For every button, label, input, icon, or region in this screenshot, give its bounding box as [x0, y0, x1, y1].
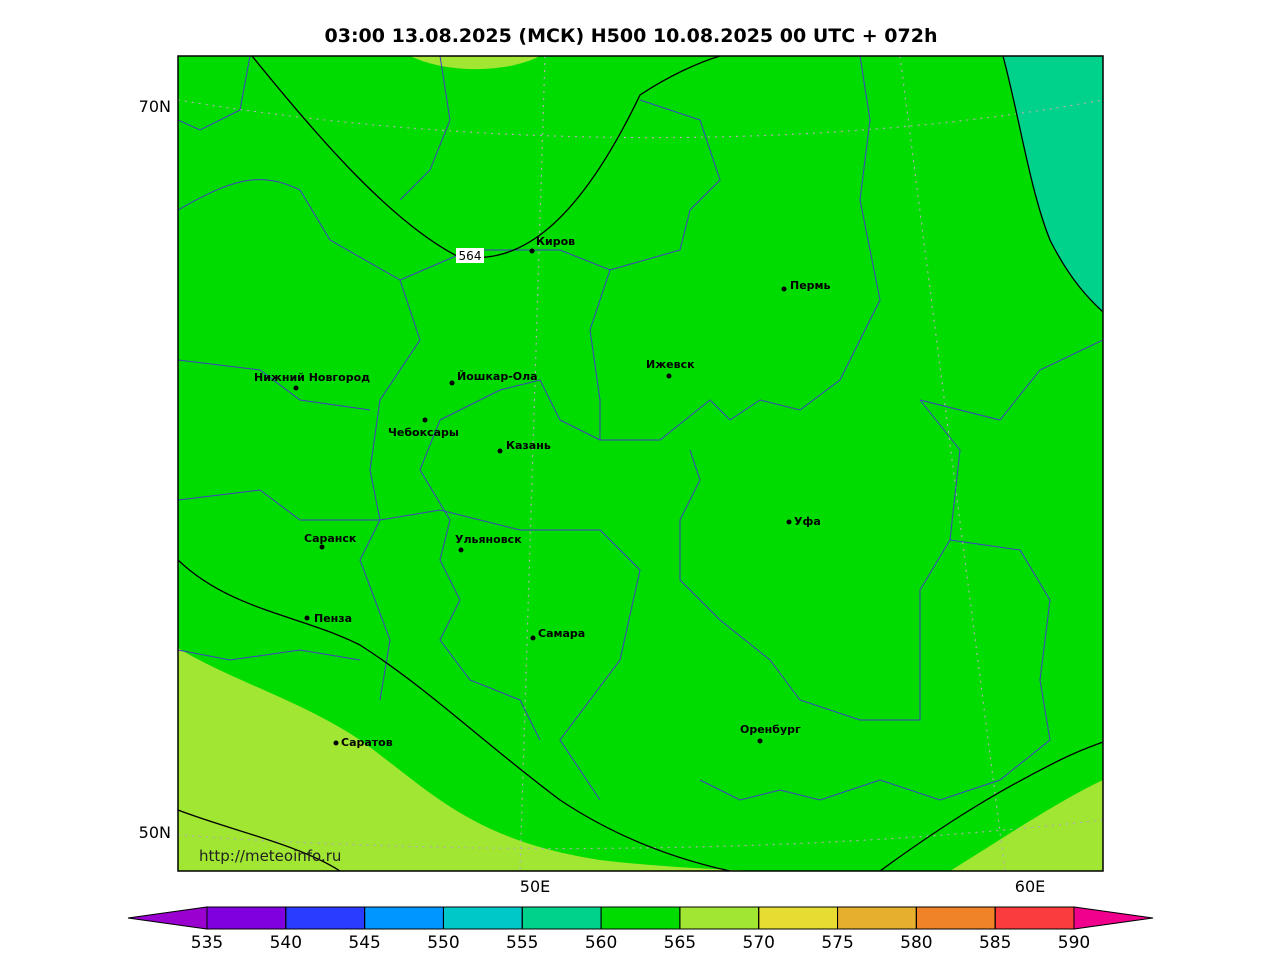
colorbar-label: 545 [348, 933, 380, 953]
colorbar-segment [679, 906, 760, 930]
city-dot [781, 286, 787, 292]
field-555 [1003, 56, 1103, 312]
borders [178, 56, 1103, 801]
colorbar-segment [915, 906, 996, 930]
colorbar-label: 575 [821, 933, 853, 953]
city-label: Ижевск [646, 358, 695, 371]
city-label: Ульяновск [455, 533, 522, 546]
source-url: http://meteoinfo.ru [199, 847, 341, 865]
city-dot [757, 738, 763, 744]
field-565 [178, 648, 950, 871]
city-label: Казань [506, 439, 551, 452]
city-dot [666, 373, 672, 379]
colorbar-label: 560 [585, 933, 617, 953]
city-dot [497, 448, 503, 454]
city-label: Йошкар-Ола [457, 370, 538, 383]
map: 564 Киров Пермь Нижний Новгород Йошкар-О… [178, 56, 1103, 871]
city-label: Киров [536, 235, 575, 248]
colorbar-segment [206, 906, 287, 930]
lon-label: 60E [1015, 877, 1045, 896]
colorbar-label: 585 [979, 933, 1011, 953]
city-label: Пермь [790, 279, 831, 292]
colorbar-segment [521, 906, 602, 930]
contours [178, 56, 1103, 871]
field-565 [410, 56, 540, 70]
city-dot [293, 385, 299, 391]
colorbar-segment [837, 906, 917, 930]
map-frame [177, 55, 1104, 872]
city-dot [422, 417, 428, 423]
colorbar: 535 540 545 550 555 560 565 570 575 580 585 590 [127, 906, 1154, 953]
colorbar-label: 570 [743, 933, 775, 953]
colorbar-label: 565 [664, 933, 696, 953]
city-dot [529, 248, 535, 254]
graticule [178, 56, 1103, 871]
lat-label: 70N [139, 97, 171, 116]
contour-label-box [456, 248, 484, 263]
colorbar-label: 580 [900, 933, 932, 953]
title: 03:00 13.08.2025 (МСК) H500 10.08.2025 0… [325, 25, 938, 47]
colorbar-label: 590 [1058, 933, 1090, 953]
colorbar-segment [758, 906, 839, 930]
city-label: Саратов [341, 736, 393, 749]
city-dot [449, 380, 455, 386]
colorbar-label: 540 [270, 933, 302, 953]
city-dot [319, 544, 325, 550]
colorbar-segment [442, 906, 523, 930]
city-dot [304, 615, 310, 621]
city-label: Чебоксары [388, 426, 459, 439]
city-label: Уфа [794, 515, 821, 528]
city-dot [333, 740, 339, 746]
city-label: Саранск [304, 532, 357, 545]
city-dot [530, 635, 536, 641]
colorbar-segment [285, 906, 366, 930]
colorbar-segment [994, 906, 1075, 930]
colorbar-label: 535 [191, 933, 223, 953]
contour-label: 564 [459, 249, 482, 263]
field-565 [950, 780, 1103, 871]
lon-label: 50E [520, 877, 550, 896]
city-label: Нижний Новгород [254, 371, 370, 384]
city-dot [458, 547, 464, 553]
city-label: Пенза [314, 612, 352, 625]
cities: Киров Пермь Нижний Новгород Йошкар-Ола И… [254, 235, 831, 749]
city-label: Оренбург [740, 723, 801, 736]
colorbar-segment [600, 906, 681, 930]
colorbar-segment [364, 906, 444, 930]
city-label: Самара [538, 627, 585, 640]
colorbar-label: 555 [506, 933, 538, 953]
colorbar-label: 550 [427, 933, 459, 953]
lat-label: 50N [139, 823, 171, 842]
city-dot [786, 519, 792, 525]
